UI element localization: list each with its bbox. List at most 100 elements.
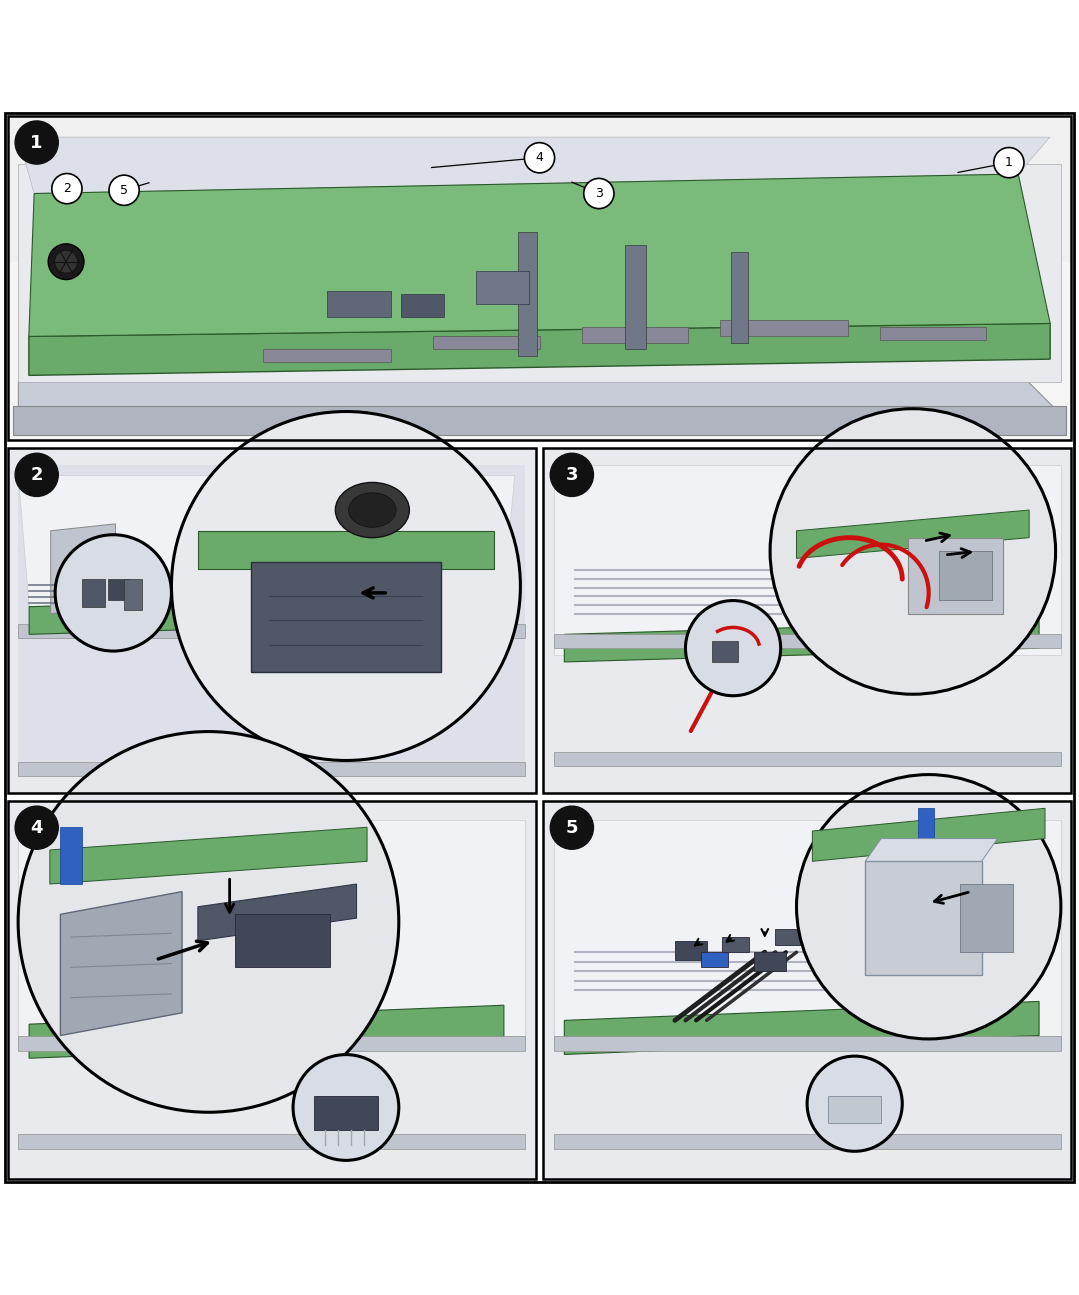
Bar bbox=[721, 320, 848, 337]
Bar bbox=[8, 448, 536, 793]
Circle shape bbox=[807, 1057, 902, 1151]
Bar bbox=[907, 537, 1002, 614]
Text: 3: 3 bbox=[565, 466, 578, 484]
Polygon shape bbox=[29, 174, 1050, 337]
Polygon shape bbox=[554, 820, 1061, 1046]
Circle shape bbox=[49, 243, 84, 280]
Polygon shape bbox=[18, 465, 525, 776]
Circle shape bbox=[15, 453, 58, 496]
Bar bbox=[263, 350, 391, 363]
Bar bbox=[712, 641, 738, 662]
Polygon shape bbox=[29, 324, 1050, 376]
Bar bbox=[8, 800, 536, 1180]
Bar bbox=[554, 1134, 1061, 1149]
Bar bbox=[543, 448, 1071, 793]
Polygon shape bbox=[865, 839, 997, 861]
Bar bbox=[18, 1036, 525, 1050]
Bar bbox=[543, 800, 1071, 1180]
Bar bbox=[108, 579, 129, 600]
Bar bbox=[960, 884, 1013, 952]
Circle shape bbox=[550, 805, 593, 850]
Bar bbox=[433, 337, 540, 350]
Circle shape bbox=[15, 805, 58, 850]
Circle shape bbox=[796, 774, 1061, 1039]
Polygon shape bbox=[18, 164, 1061, 382]
Bar bbox=[582, 326, 688, 343]
Text: 5: 5 bbox=[565, 818, 578, 837]
Text: 4: 4 bbox=[30, 818, 43, 837]
Bar bbox=[323, 572, 419, 655]
Ellipse shape bbox=[336, 483, 409, 537]
Bar bbox=[554, 751, 1061, 765]
Polygon shape bbox=[564, 620, 1039, 662]
Polygon shape bbox=[60, 892, 182, 1036]
Bar bbox=[939, 552, 993, 600]
Polygon shape bbox=[18, 820, 525, 1046]
Bar bbox=[625, 246, 646, 350]
Bar bbox=[675, 941, 707, 960]
Polygon shape bbox=[564, 1001, 1039, 1054]
Bar bbox=[543, 448, 1071, 793]
Circle shape bbox=[584, 179, 614, 208]
Bar bbox=[543, 800, 1071, 1180]
Polygon shape bbox=[812, 808, 1044, 861]
Circle shape bbox=[685, 601, 780, 695]
Circle shape bbox=[550, 453, 593, 496]
Bar bbox=[235, 914, 330, 967]
Circle shape bbox=[524, 142, 555, 172]
Bar bbox=[701, 952, 727, 967]
Bar bbox=[18, 1134, 525, 1149]
Bar bbox=[18, 761, 525, 776]
Bar bbox=[327, 291, 391, 317]
Ellipse shape bbox=[349, 493, 396, 527]
Text: 3: 3 bbox=[595, 186, 603, 199]
Bar bbox=[124, 579, 142, 610]
Circle shape bbox=[293, 1054, 399, 1160]
Bar bbox=[8, 448, 536, 793]
Polygon shape bbox=[18, 475, 515, 607]
Polygon shape bbox=[18, 137, 1050, 193]
Polygon shape bbox=[197, 884, 356, 941]
Polygon shape bbox=[18, 382, 1061, 414]
Bar bbox=[8, 115, 1071, 440]
Bar bbox=[518, 233, 537, 356]
Text: 1: 1 bbox=[30, 133, 43, 152]
Polygon shape bbox=[50, 828, 367, 884]
Bar bbox=[60, 828, 82, 884]
Bar bbox=[8, 115, 1071, 440]
Bar bbox=[754, 952, 786, 971]
Polygon shape bbox=[51, 524, 115, 614]
Circle shape bbox=[18, 732, 399, 1112]
Bar bbox=[13, 405, 1066, 435]
Bar bbox=[314, 1096, 378, 1131]
Polygon shape bbox=[554, 465, 1061, 655]
Circle shape bbox=[52, 174, 82, 203]
Polygon shape bbox=[197, 531, 494, 569]
Bar bbox=[82, 579, 106, 607]
Polygon shape bbox=[796, 510, 1029, 558]
Text: 1: 1 bbox=[1005, 157, 1013, 170]
Text: 4: 4 bbox=[535, 152, 544, 164]
Bar bbox=[918, 808, 934, 861]
Bar bbox=[8, 800, 536, 1180]
Polygon shape bbox=[29, 1005, 504, 1058]
Bar bbox=[880, 326, 986, 339]
Bar bbox=[723, 938, 749, 952]
Text: 2: 2 bbox=[63, 183, 71, 196]
Bar bbox=[776, 930, 802, 944]
Circle shape bbox=[55, 250, 78, 273]
Bar bbox=[476, 272, 529, 304]
Bar bbox=[401, 294, 443, 317]
Bar bbox=[8, 115, 1071, 262]
Circle shape bbox=[55, 535, 172, 651]
Bar bbox=[18, 624, 525, 638]
Circle shape bbox=[770, 409, 1055, 694]
Bar bbox=[730, 253, 748, 343]
Circle shape bbox=[15, 120, 58, 164]
Bar bbox=[554, 635, 1061, 648]
Text: 5: 5 bbox=[120, 184, 128, 197]
Circle shape bbox=[172, 412, 520, 760]
Bar bbox=[250, 562, 441, 672]
Bar bbox=[554, 1036, 1061, 1050]
Text: 2: 2 bbox=[30, 466, 43, 484]
